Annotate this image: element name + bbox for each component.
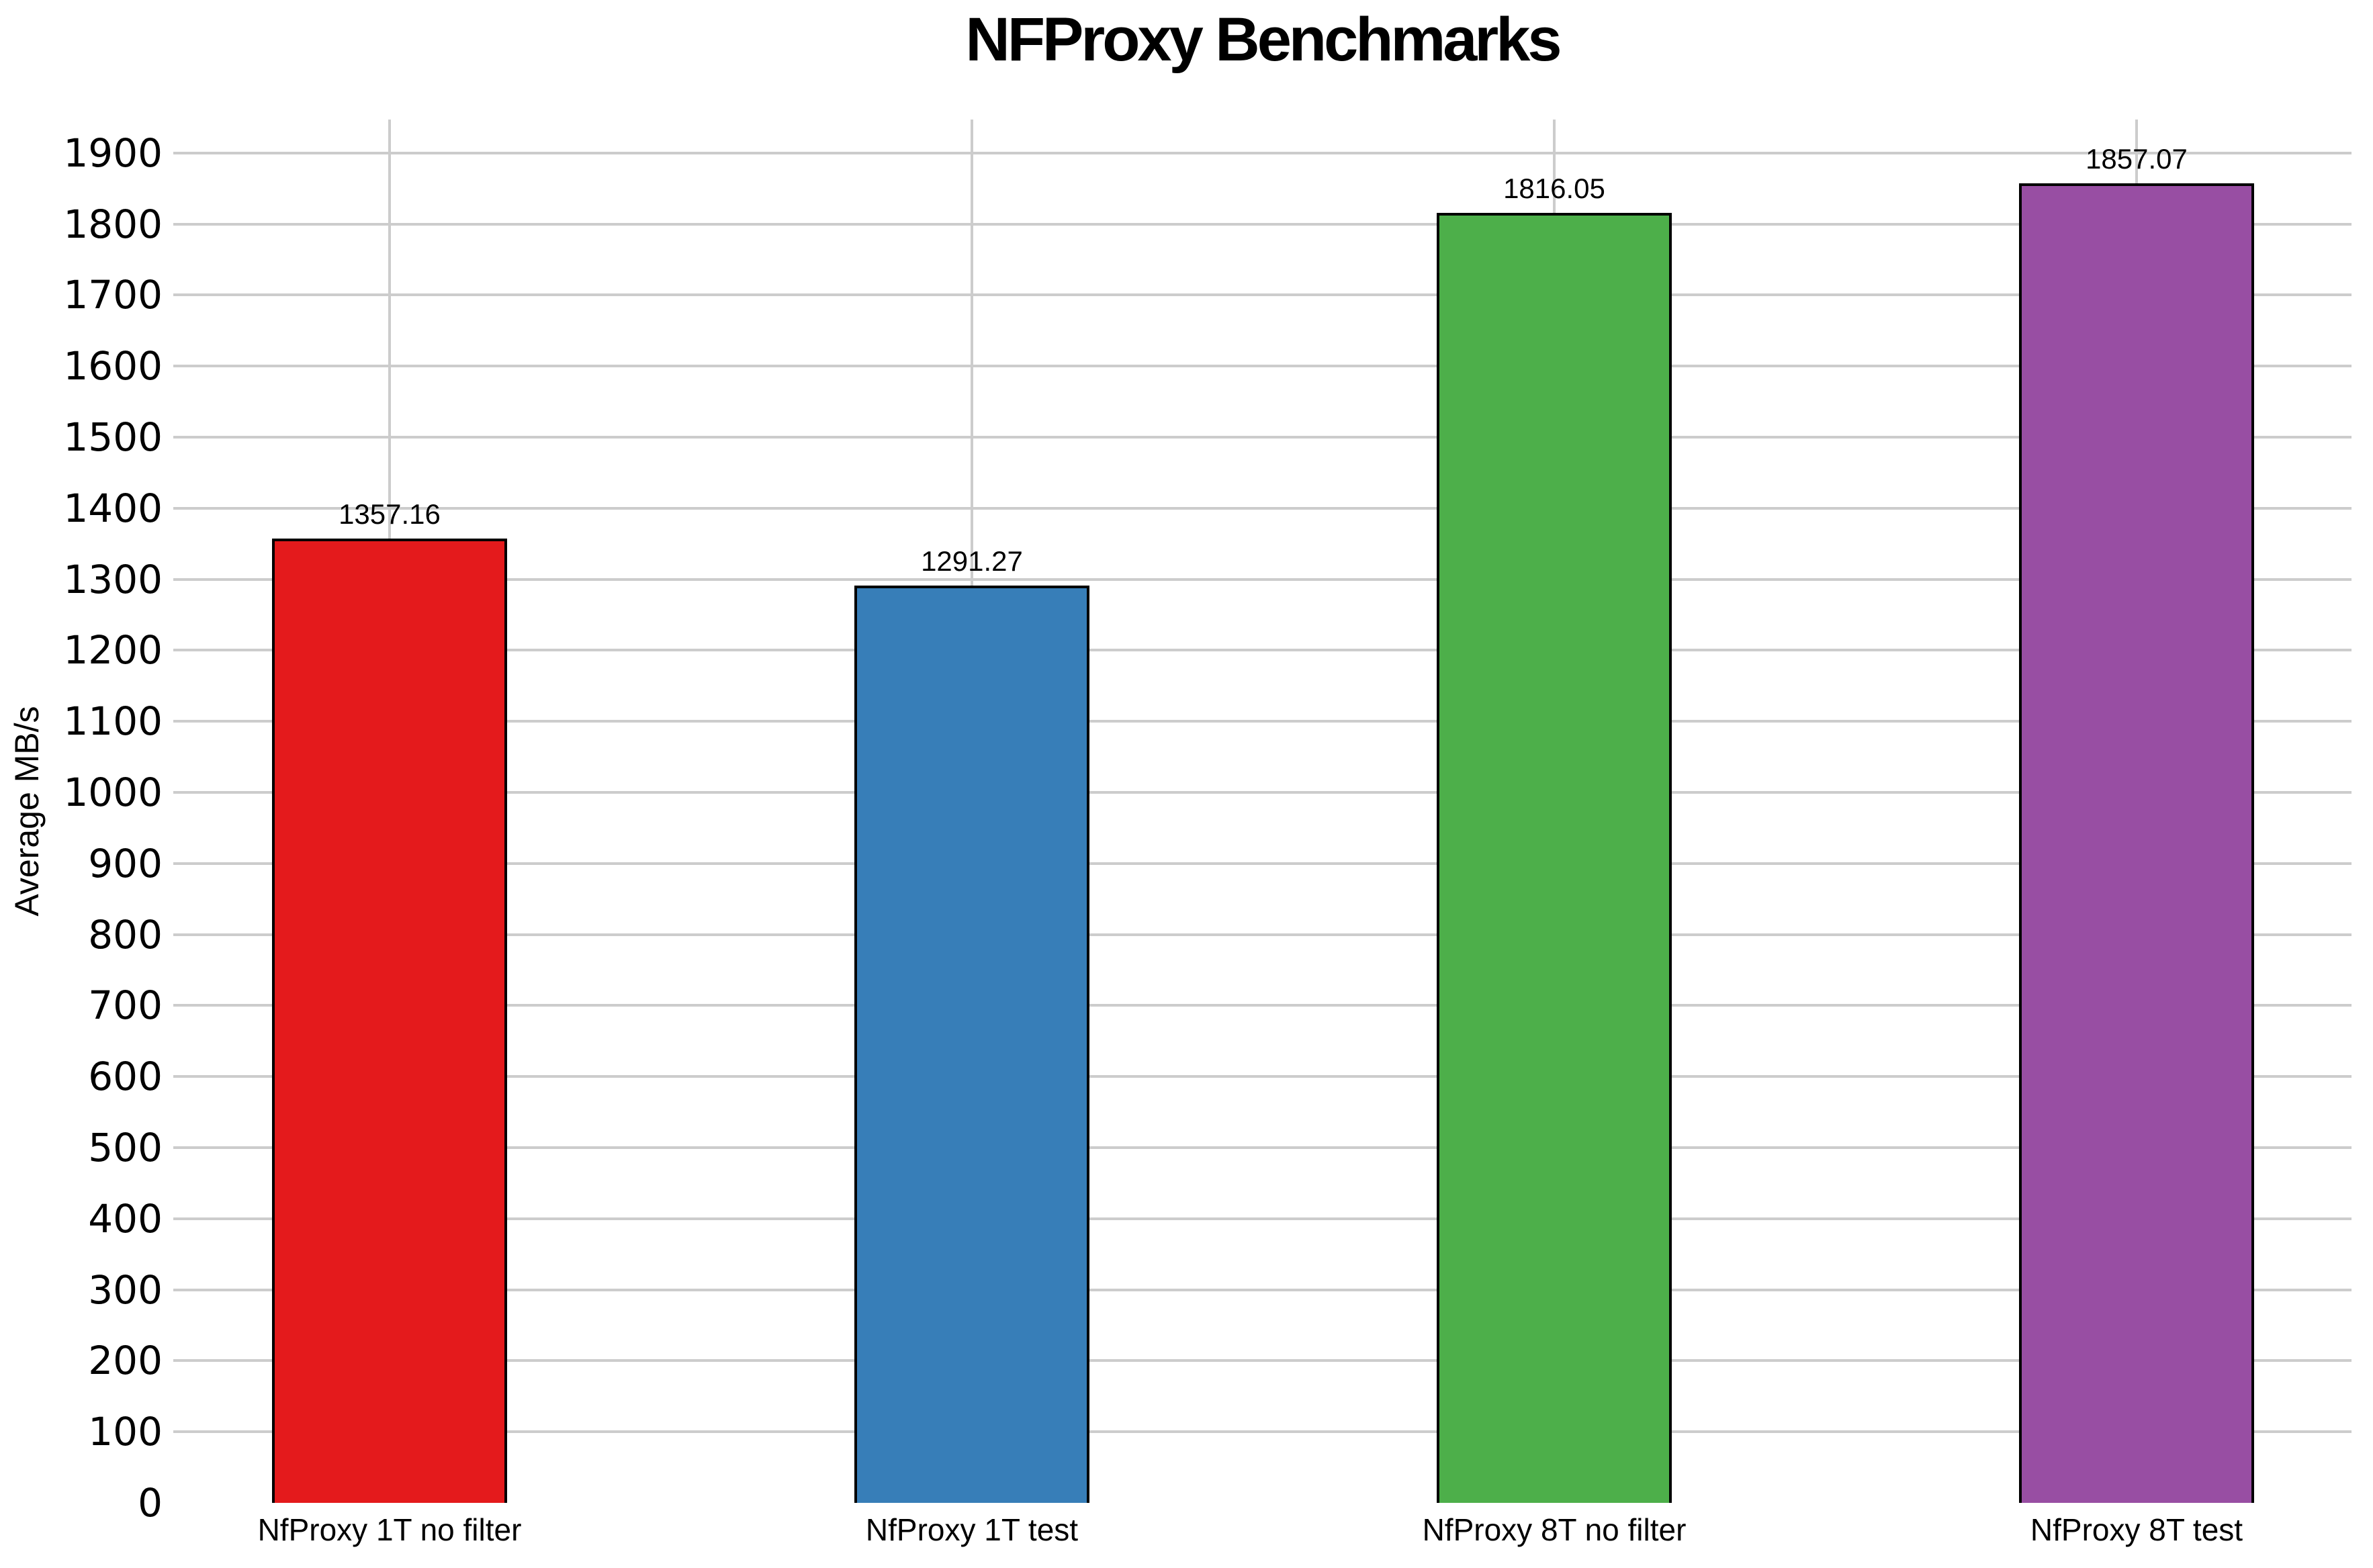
y-tick-label: 800	[88, 911, 163, 958]
bar	[2019, 183, 2254, 1503]
h-gridline	[173, 1288, 2352, 1291]
y-tick-label: 1300	[63, 556, 163, 602]
bar-value-label: 1816.05	[1503, 172, 1605, 204]
h-gridline	[173, 1075, 2352, 1078]
bar-value-label: 1291.27	[921, 545, 1023, 577]
y-tick-label: 0	[138, 1480, 163, 1526]
y-tick-label: 1400	[63, 485, 163, 531]
y-tick-label: 700	[88, 982, 163, 1029]
h-gridline	[173, 435, 2352, 439]
y-tick-label: 1500	[63, 414, 163, 460]
h-gridline	[173, 933, 2352, 936]
y-tick-label: 1600	[63, 343, 163, 389]
h-gridline	[173, 293, 2352, 297]
chart-title: NFProxy Benchmarks	[965, 5, 1562, 74]
h-gridline	[173, 1217, 2352, 1220]
bar	[272, 539, 507, 1503]
x-axis-label: NfProxy 8T test	[2030, 1512, 2243, 1547]
bar	[1437, 212, 1672, 1503]
y-tick-label: 400	[88, 1195, 163, 1242]
h-gridline	[173, 649, 2352, 652]
y-tick-label: 1700	[63, 272, 163, 318]
h-gridline	[173, 578, 2352, 581]
y-tick-label: 1900	[63, 130, 163, 176]
y-tick-label: 600	[88, 1054, 163, 1100]
h-gridline	[173, 222, 2352, 226]
h-gridline	[173, 365, 2352, 368]
h-gridline	[173, 1359, 2352, 1363]
h-gridline	[173, 1146, 2352, 1149]
h-gridline	[173, 862, 2352, 865]
h-gridline	[173, 1430, 2352, 1434]
y-tick-label: 900	[88, 840, 163, 886]
y-tick-label: 300	[88, 1266, 163, 1313]
h-gridline	[173, 506, 2352, 510]
y-tick-label: 1100	[63, 698, 163, 745]
y-tick-label: 500	[88, 1124, 163, 1170]
h-gridline	[173, 151, 2352, 154]
y-tick-label: 200	[88, 1338, 163, 1384]
h-gridline	[173, 790, 2352, 794]
y-tick-label: 100	[88, 1409, 163, 1455]
y-tick-label: 1200	[63, 627, 163, 674]
bar	[854, 585, 1089, 1503]
h-gridline	[173, 720, 2352, 723]
bar-value-label: 1857.07	[2086, 143, 2188, 175]
y-tick-label: 1000	[63, 769, 163, 815]
bar-value-label: 1357.16	[339, 498, 441, 531]
x-axis-label: NfProxy 1T no filter	[257, 1512, 522, 1547]
x-axis-label: NfProxy 1T test	[865, 1512, 1079, 1547]
x-axis-label: NfProxy 8T no filter	[1422, 1512, 1687, 1547]
h-gridline	[173, 1004, 2352, 1007]
y-tick-label: 1800	[63, 201, 163, 247]
